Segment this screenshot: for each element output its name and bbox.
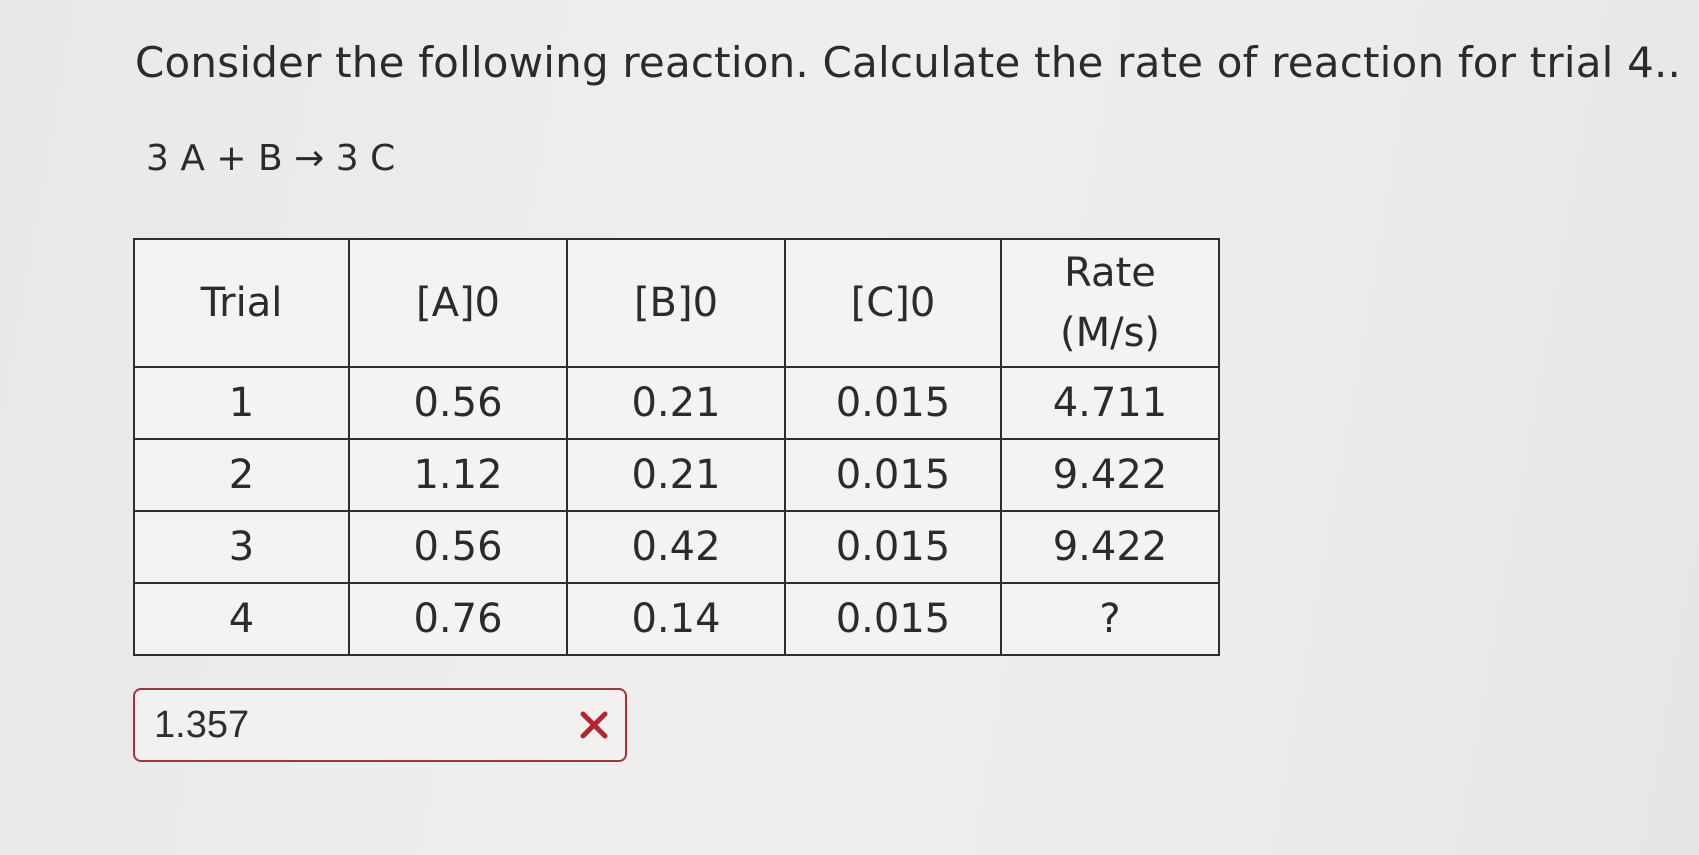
cell-c0: 0.015 <box>784 510 1002 584</box>
table-row: 2 1.12 0.21 0.015 9.422 <box>133 438 1220 512</box>
header-rate-unit: (M/s) <box>1059 310 1161 356</box>
header-c0: [C]0 <box>784 238 1002 368</box>
cell-trial: 3 <box>133 510 350 584</box>
table-header-row: Trial [A]0 [B]0 [C]0 Rate (M/s) <box>133 238 1220 368</box>
answer-value[interactable]: 1.357 <box>154 704 250 746</box>
cell-trial: 1 <box>133 366 350 440</box>
cell-rate: 4.711 <box>1000 366 1220 440</box>
answer-input[interactable]: 1.357 <box>133 688 627 762</box>
table-row: 1 0.56 0.21 0.015 4.711 <box>133 366 1220 440</box>
cell-trial: 4 <box>133 582 350 656</box>
cell-a0: 1.12 <box>348 438 568 512</box>
header-trial: Trial <box>133 238 350 368</box>
reaction-equation: 3 A + B → 3 C <box>146 138 396 179</box>
cell-c0: 0.015 <box>784 366 1002 440</box>
table-row: 4 0.76 0.14 0.015 ? <box>133 582 1220 656</box>
incorrect-x-icon <box>580 711 608 739</box>
table-row: 3 0.56 0.42 0.015 9.422 <box>133 510 1220 584</box>
cell-b0: 0.21 <box>566 438 786 512</box>
cell-c0: 0.015 <box>784 438 1002 512</box>
cell-trial: 2 <box>133 438 350 512</box>
cell-b0: 0.14 <box>566 582 786 656</box>
cell-rate: ? <box>1000 582 1220 656</box>
header-b0: [B]0 <box>566 238 786 368</box>
cell-a0: 0.56 <box>348 510 568 584</box>
cell-b0: 0.42 <box>566 510 786 584</box>
header-rate: Rate (M/s) <box>1000 238 1220 368</box>
header-rate-label: Rate <box>1064 250 1156 296</box>
reaction-data-table: Trial [A]0 [B]0 [C]0 Rate (M/s) 1 0.56 0… <box>133 238 1220 656</box>
question-text: Consider the following reaction. Calcula… <box>135 38 1682 87</box>
cell-rate: 9.422 <box>1000 510 1220 584</box>
cell-a0: 0.56 <box>348 366 568 440</box>
header-a0: [A]0 <box>348 238 568 368</box>
cell-b0: 0.21 <box>566 366 786 440</box>
cell-a0: 0.76 <box>348 582 568 656</box>
cell-c0: 0.015 <box>784 582 1002 656</box>
cell-rate: 9.422 <box>1000 438 1220 512</box>
